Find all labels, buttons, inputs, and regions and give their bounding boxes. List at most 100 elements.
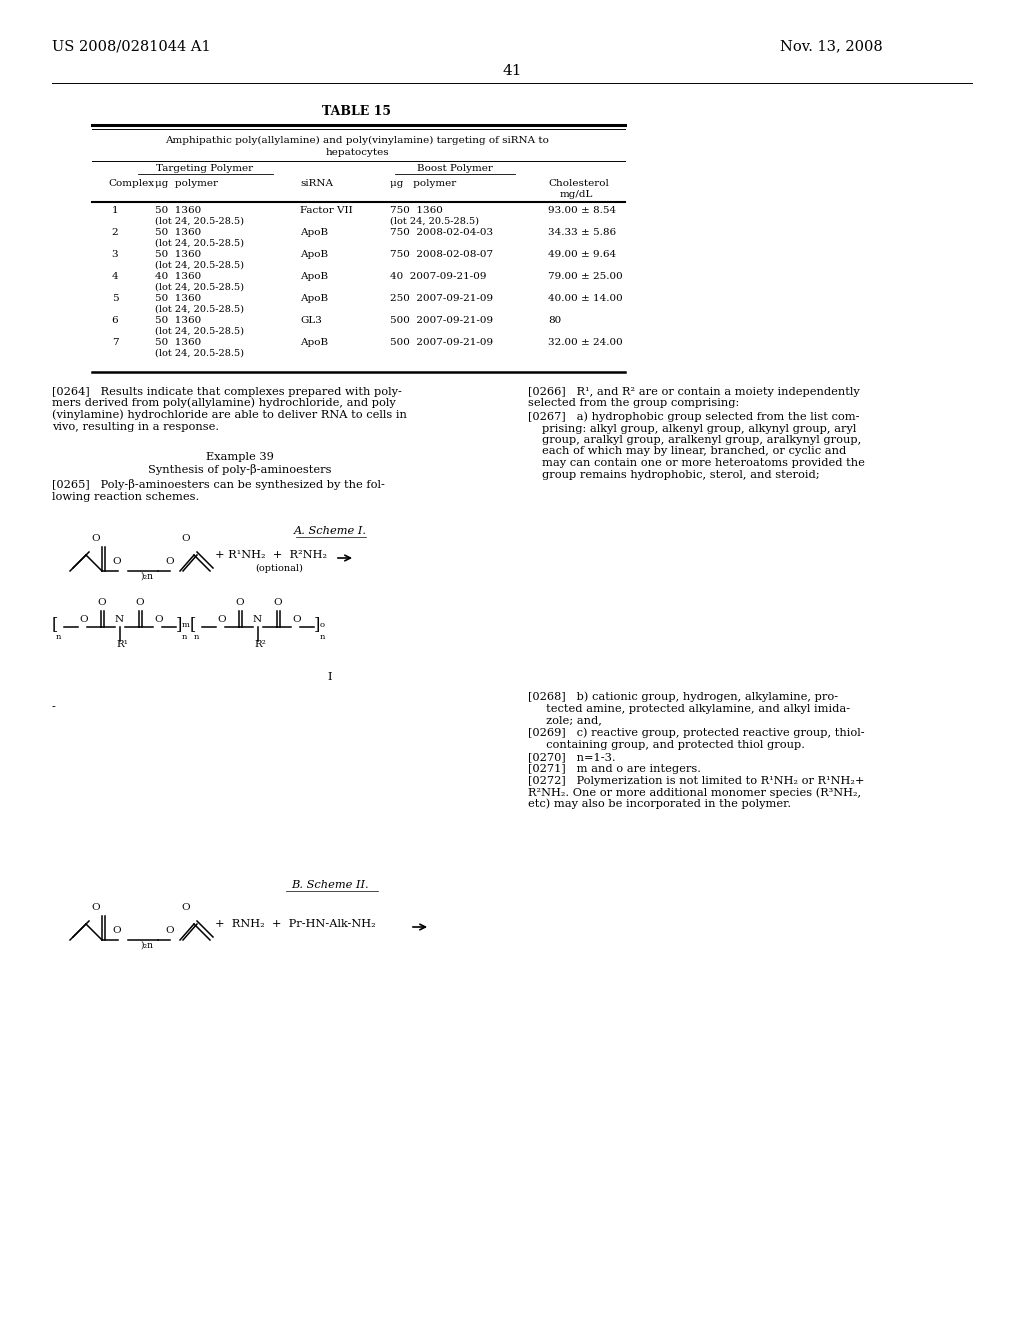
- Text: (optional): (optional): [255, 564, 303, 573]
- Text: (lot 24, 20.5-28.5): (lot 24, 20.5-28.5): [155, 305, 244, 314]
- Text: 50  1360: 50 1360: [155, 338, 202, 347]
- Text: ApoB: ApoB: [300, 228, 328, 238]
- Text: [0268]   b) cationic group, hydrogen, alkylamine, pro-: [0268] b) cationic group, hydrogen, alky…: [528, 692, 838, 702]
- Text: (lot 24, 20.5-28.5): (lot 24, 20.5-28.5): [390, 216, 479, 226]
- Text: O: O: [154, 615, 163, 624]
- Text: ]: ]: [176, 616, 182, 634]
- Text: μg  polymer: μg polymer: [155, 180, 218, 187]
- Text: Boost Polymer: Boost Polymer: [417, 164, 493, 173]
- Text: 750  1360: 750 1360: [390, 206, 442, 215]
- Text: Example 39: Example 39: [206, 451, 274, 462]
- Text: 500  2007-09-21-09: 500 2007-09-21-09: [390, 338, 494, 347]
- Text: O: O: [92, 535, 100, 543]
- Text: (lot 24, 20.5-28.5): (lot 24, 20.5-28.5): [155, 282, 244, 292]
- Text: [: [: [190, 616, 197, 634]
- Text: [0265]   Poly-β-aminoesters can be synthesized by the fol-: [0265] Poly-β-aminoesters can be synthes…: [52, 479, 385, 490]
- Text: 49.00 ± 9.64: 49.00 ± 9.64: [548, 249, 616, 259]
- Text: O: O: [113, 927, 121, 935]
- Text: )₂n: )₂n: [140, 941, 153, 950]
- Text: Targeting Polymer: Targeting Polymer: [157, 164, 254, 173]
- Text: + R¹NH₂  +  R²NH₂: + R¹NH₂ + R²NH₂: [215, 550, 327, 560]
- Text: GL3: GL3: [300, 315, 322, 325]
- Text: n: n: [319, 634, 326, 642]
- Text: [0272]   Polymerization is not limited to R¹NH₂ or R¹NH₂+: [0272] Polymerization is not limited to …: [528, 776, 864, 785]
- Text: I: I: [328, 672, 332, 682]
- Text: 500  2007-09-21-09: 500 2007-09-21-09: [390, 315, 494, 325]
- Text: [0270]   n=1-3.: [0270] n=1-3.: [528, 752, 615, 762]
- Text: tected amine, protected alkylamine, and alkyl imida-: tected amine, protected alkylamine, and …: [528, 704, 850, 714]
- Text: (lot 24, 20.5-28.5): (lot 24, 20.5-28.5): [155, 239, 244, 248]
- Text: mers derived from poly(allylamine) hydrochloride, and poly: mers derived from poly(allylamine) hydro…: [52, 397, 395, 408]
- Text: ApoB: ApoB: [300, 272, 328, 281]
- Text: n: n: [182, 634, 187, 642]
- Text: 50  1360: 50 1360: [155, 249, 202, 259]
- Text: ]: ]: [314, 616, 321, 634]
- Text: -: -: [52, 702, 56, 711]
- Text: 6: 6: [112, 315, 119, 325]
- Text: zole; and,: zole; and,: [528, 715, 602, 725]
- Text: O: O: [113, 557, 121, 566]
- Text: mg/dL: mg/dL: [560, 190, 593, 199]
- Text: R¹: R¹: [116, 640, 128, 649]
- Text: O: O: [292, 615, 301, 624]
- Text: Cholesterol: Cholesterol: [548, 180, 609, 187]
- Text: etc) may also be incorporated in the polymer.: etc) may also be incorporated in the pol…: [528, 799, 792, 809]
- Text: N: N: [115, 615, 124, 624]
- Text: Synthesis of poly-β-aminoesters: Synthesis of poly-β-aminoesters: [148, 465, 332, 475]
- Text: n: n: [194, 634, 200, 642]
- Text: 1: 1: [112, 206, 119, 215]
- Text: 80: 80: [548, 315, 561, 325]
- Text: 750  2008-02-08-07: 750 2008-02-08-07: [390, 249, 494, 259]
- Text: group remains hydrophobic, sterol, and steroid;: group remains hydrophobic, sterol, and s…: [542, 470, 819, 479]
- Text: O: O: [166, 927, 174, 935]
- Text: ApoB: ApoB: [300, 294, 328, 304]
- Text: 3: 3: [112, 249, 119, 259]
- Text: (lot 24, 20.5-28.5): (lot 24, 20.5-28.5): [155, 261, 244, 271]
- Text: 50  1360: 50 1360: [155, 228, 202, 238]
- Text: Complex: Complex: [108, 180, 155, 187]
- Text: [0264]   Results indicate that complexes prepared with poly-: [0264] Results indicate that complexes p…: [52, 387, 401, 397]
- Text: 40  2007-09-21-09: 40 2007-09-21-09: [390, 272, 486, 281]
- Text: prising: alkyl group, alkenyl group, alkynyl group, aryl: prising: alkyl group, alkenyl group, alk…: [542, 424, 856, 433]
- Text: o: o: [319, 620, 325, 630]
- Text: 250  2007-09-21-09: 250 2007-09-21-09: [390, 294, 494, 304]
- Text: 7: 7: [112, 338, 119, 347]
- Text: B. Scheme II.: B. Scheme II.: [291, 880, 369, 890]
- Text: 34.33 ± 5.86: 34.33 ± 5.86: [548, 228, 616, 238]
- Text: R²: R²: [254, 640, 266, 649]
- Text: ApoB: ApoB: [300, 338, 328, 347]
- Text: R²NH₂. One or more additional monomer species (R³NH₂,: R²NH₂. One or more additional monomer sp…: [528, 787, 861, 797]
- Text: TABLE 15: TABLE 15: [323, 106, 391, 117]
- Text: O: O: [181, 903, 190, 912]
- Text: O: O: [135, 598, 143, 607]
- Text: 79.00 ± 25.00: 79.00 ± 25.00: [548, 272, 623, 281]
- Text: O: O: [234, 598, 244, 607]
- Text: 4: 4: [112, 272, 119, 281]
- Text: vivo, resulting in a response.: vivo, resulting in a response.: [52, 421, 219, 432]
- Text: may can contain one or more heteroatoms provided the: may can contain one or more heteroatoms …: [542, 458, 865, 469]
- Text: hepatocytes: hepatocytes: [326, 148, 389, 157]
- Text: 2: 2: [112, 228, 119, 238]
- Text: Nov. 13, 2008: Nov. 13, 2008: [780, 40, 883, 53]
- Text: ApoB: ApoB: [300, 249, 328, 259]
- Text: 750  2008-02-04-03: 750 2008-02-04-03: [390, 228, 494, 238]
- Text: [0267]   a) hydrophobic group selected from the list com-: [0267] a) hydrophobic group selected fro…: [528, 412, 859, 422]
- Text: (vinylamine) hydrochloride are able to deliver RNA to cells in: (vinylamine) hydrochloride are able to d…: [52, 409, 407, 420]
- Text: 40.00 ± 14.00: 40.00 ± 14.00: [548, 294, 623, 304]
- Text: lowing reaction schemes.: lowing reaction schemes.: [52, 491, 200, 502]
- Text: each of which may by linear, branched, or cyclic and: each of which may by linear, branched, o…: [542, 446, 846, 457]
- Text: [0271]   m and o are integers.: [0271] m and o are integers.: [528, 764, 701, 774]
- Text: [0266]   R¹, and R² are or contain a moiety independently: [0266] R¹, and R² are or contain a moiet…: [528, 387, 860, 397]
- Text: O: O: [166, 557, 174, 566]
- Text: O: O: [273, 598, 282, 607]
- Text: O: O: [92, 903, 100, 912]
- Text: containing group, and protected thiol group.: containing group, and protected thiol gr…: [528, 739, 805, 750]
- Text: O: O: [217, 615, 225, 624]
- Text: [0269]   c) reactive group, protected reactive group, thiol-: [0269] c) reactive group, protected reac…: [528, 727, 864, 738]
- Text: μg   polymer: μg polymer: [390, 180, 457, 187]
- Text: (lot 24, 20.5-28.5): (lot 24, 20.5-28.5): [155, 327, 244, 337]
- Text: n: n: [56, 634, 61, 642]
- Text: Factor VII: Factor VII: [300, 206, 352, 215]
- Text: (lot 24, 20.5-28.5): (lot 24, 20.5-28.5): [155, 216, 244, 226]
- Text: 50  1360: 50 1360: [155, 315, 202, 325]
